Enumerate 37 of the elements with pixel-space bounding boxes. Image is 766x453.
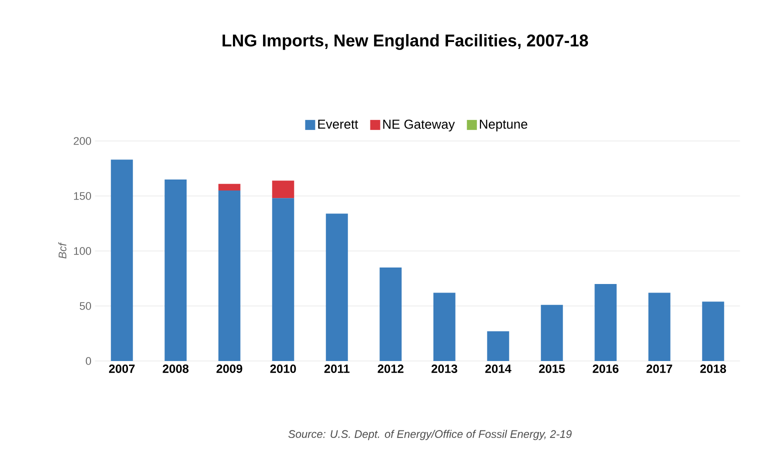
bar	[218, 190, 240, 361]
legend-label: NE Gateway	[383, 120, 455, 132]
y-axis-title: Bcf	[58, 242, 66, 259]
y-tick-label: 200	[74, 137, 92, 145]
legend-label: Everett	[318, 120, 358, 129]
bar	[164, 179, 187, 361]
x-tick-label: 2011	[324, 364, 350, 373]
bar	[702, 302, 724, 361]
bar	[326, 214, 348, 361]
chart-title: LNG Imports, New England Facilities, 2007-18	[222, 34, 588, 50]
y-tick-label: 150	[74, 192, 92, 200]
bar	[272, 198, 294, 361]
x-tick-label: 2009	[216, 364, 242, 373]
x-tick-label: 2015	[539, 364, 565, 373]
bar	[110, 160, 133, 361]
source-note: Source: U.S. Dept. of Energy/Office of Fossil Energy, 2-19	[288, 430, 572, 440]
bar	[218, 184, 240, 190]
bar	[272, 180, 294, 198]
bar	[648, 292, 670, 361]
bar	[540, 304, 563, 361]
x-tick-label: 2014	[485, 364, 512, 373]
legend-label: Neptune	[480, 120, 528, 132]
bar	[487, 331, 510, 361]
bar	[433, 292, 456, 361]
bar	[594, 284, 617, 361]
y-tick-label: 0	[86, 357, 92, 365]
x-tick-label: 2013	[432, 364, 458, 373]
y-tick-label: 50	[80, 302, 92, 310]
x-tick-label: 2016	[592, 364, 618, 373]
x-tick-label: 2008	[162, 364, 189, 373]
x-tick-label: 2018	[700, 364, 726, 373]
x-tick-label: 2012	[378, 364, 404, 373]
bar	[380, 267, 402, 361]
y-tick-label: 100	[74, 247, 92, 255]
x-tick-label: 2017	[646, 364, 672, 373]
x-tick-label: 2010	[270, 364, 296, 373]
x-tick-label: 2007	[109, 364, 135, 373]
